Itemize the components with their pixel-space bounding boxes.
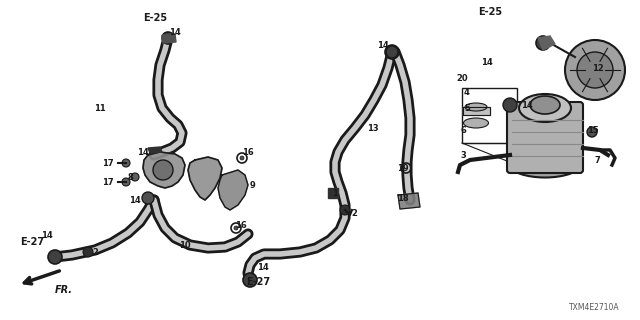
Polygon shape: [328, 188, 338, 198]
Circle shape: [503, 98, 517, 112]
Text: 2: 2: [351, 209, 357, 218]
Circle shape: [48, 250, 62, 264]
Circle shape: [577, 52, 613, 88]
Text: 14: 14: [169, 28, 181, 36]
Text: E-25: E-25: [478, 7, 502, 17]
Text: 18: 18: [397, 194, 409, 203]
Text: 19: 19: [397, 164, 409, 172]
Text: E-27: E-27: [246, 277, 270, 287]
Text: 14: 14: [129, 196, 141, 204]
Polygon shape: [162, 34, 176, 43]
Text: FR.: FR.: [55, 285, 73, 295]
Circle shape: [386, 46, 398, 58]
Text: 16: 16: [235, 220, 247, 229]
Polygon shape: [148, 147, 162, 153]
Text: 17: 17: [102, 178, 114, 187]
Circle shape: [122, 159, 130, 167]
Polygon shape: [463, 107, 490, 115]
Bar: [462, 88, 517, 143]
Circle shape: [243, 273, 257, 287]
Text: 4: 4: [464, 87, 470, 97]
Text: 14: 14: [377, 41, 389, 50]
FancyBboxPatch shape: [507, 102, 583, 173]
Text: 7: 7: [594, 156, 600, 164]
Text: 5: 5: [464, 103, 470, 113]
Polygon shape: [398, 193, 420, 209]
Text: 17: 17: [102, 158, 114, 167]
Text: E-25: E-25: [143, 13, 167, 23]
Circle shape: [385, 45, 399, 59]
Circle shape: [162, 32, 174, 44]
Circle shape: [153, 160, 173, 180]
Text: 1: 1: [332, 188, 338, 197]
Ellipse shape: [465, 103, 487, 111]
Text: 6: 6: [460, 125, 466, 134]
Text: 14: 14: [257, 263, 269, 273]
Circle shape: [340, 205, 350, 215]
Text: 11: 11: [94, 103, 106, 113]
Polygon shape: [143, 152, 185, 188]
Ellipse shape: [463, 118, 488, 128]
Circle shape: [142, 192, 154, 204]
Text: 20: 20: [456, 74, 468, 83]
Text: 14: 14: [137, 148, 149, 156]
Polygon shape: [188, 157, 222, 200]
Circle shape: [131, 173, 139, 181]
Text: TXM4E2710A: TXM4E2710A: [570, 303, 620, 312]
Polygon shape: [538, 36, 555, 50]
Text: 10: 10: [179, 241, 191, 250]
Polygon shape: [218, 170, 248, 210]
Text: 15: 15: [587, 125, 599, 134]
Circle shape: [536, 36, 550, 50]
Circle shape: [122, 178, 130, 186]
Circle shape: [587, 127, 597, 137]
Text: 12: 12: [592, 63, 604, 73]
Text: E-27: E-27: [20, 237, 44, 247]
Text: 14: 14: [41, 230, 53, 239]
Circle shape: [565, 40, 625, 100]
Circle shape: [234, 226, 238, 230]
Text: 3: 3: [460, 150, 466, 159]
Ellipse shape: [530, 96, 560, 114]
Circle shape: [240, 156, 244, 160]
Text: 14: 14: [481, 58, 493, 67]
Circle shape: [83, 247, 93, 257]
Text: 8: 8: [127, 172, 133, 181]
Text: 9: 9: [249, 180, 255, 189]
Text: 14: 14: [521, 100, 533, 109]
Text: 2: 2: [92, 247, 98, 257]
Ellipse shape: [510, 153, 580, 178]
Text: 16: 16: [242, 148, 254, 156]
Text: 13: 13: [367, 124, 379, 132]
Ellipse shape: [519, 94, 571, 122]
